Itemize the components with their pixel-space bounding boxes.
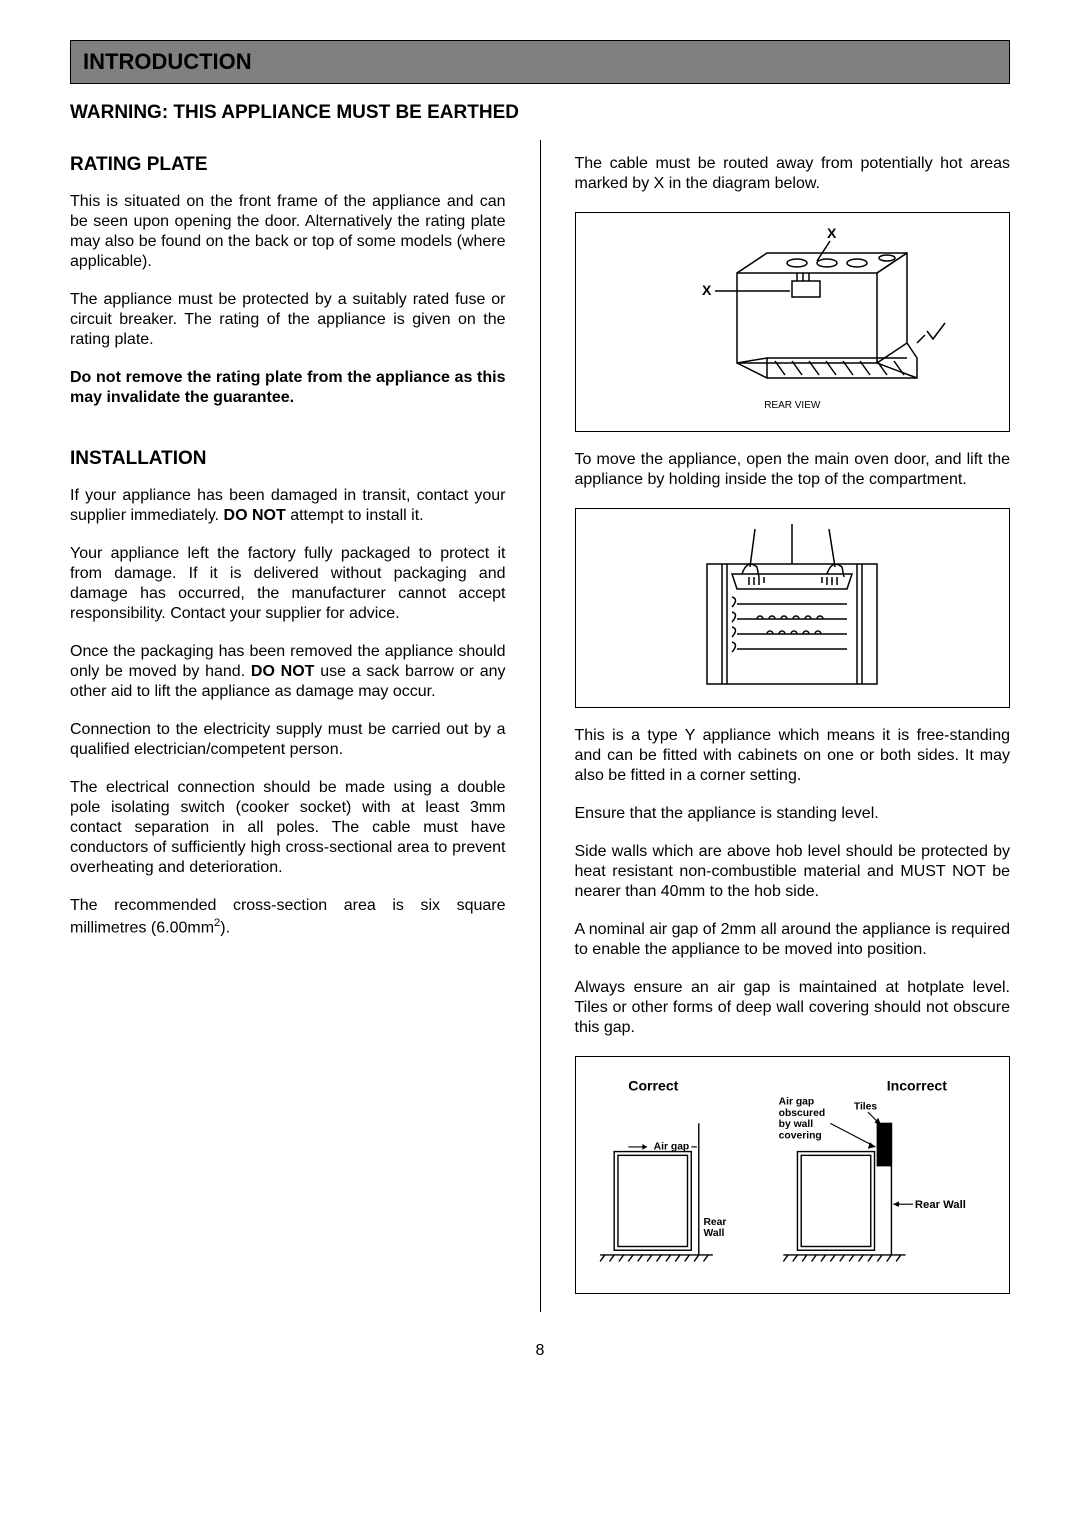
install-p6: Once the packaging has been removed the … [70,642,506,702]
rear-view-caption: REAR VIEW [576,400,1010,411]
install-p4b: DO NOT [224,507,286,524]
rating-plate-title: RATING PLATE [70,154,506,176]
lift-diagram [575,508,1011,708]
rear-wall-left-l2: Wall [703,1228,724,1239]
rear-view-diagram: X X REAR VIEW [575,212,1011,432]
column-divider [540,140,541,1312]
obscured-l2: obscured [778,1108,825,1119]
right-p4: Ensure that the appliance is standing le… [575,804,1011,824]
rating-p1: This is situated on the front frame of t… [70,192,506,272]
install-p9b: ). [220,919,230,936]
right-p3: This is a type Y appliance which means i… [575,726,1011,786]
rear-view-svg: X X [627,223,957,413]
left-column: RATING PLATE This is situated on the fro… [70,140,506,1312]
right-p6: A nominal air gap of 2mm all around the … [575,920,1011,960]
rear-wall-left-l1: Rear [703,1217,726,1228]
air-gap-label: Air gap [653,1142,689,1153]
right-p1: The cable must be routed away from poten… [575,154,1011,194]
right-column: The cable must be routed away from poten… [575,140,1011,1312]
install-p9a: The recommended cross-section area is si… [70,897,506,936]
install-p5: Your appliance left the factory fully pa… [70,544,506,624]
x-label-side: X [702,282,712,298]
rating-p3-bold: Do not remove the rating plate from the … [70,368,506,408]
tiles-label: Tiles [853,1101,877,1112]
columns-container: RATING PLATE This is situated on the fro… [70,140,1010,1312]
rating-p2: The appliance must be protected by a sui… [70,290,506,350]
obscured-l4: covering [778,1130,821,1141]
section-header-bar: INTRODUCTION [70,40,1010,84]
incorrect-label: Incorrect [886,1077,947,1093]
installation-title: INSTALLATION [70,448,506,470]
x-label-top: X [827,225,837,241]
obscured-l1: Air gap [778,1097,814,1108]
right-p2: To move the appliance, open the main ove… [575,450,1011,490]
airgap-diagram: Correct Incorrect [575,1056,1011,1294]
obscured-l3: by wall [778,1119,813,1130]
right-p7: Always ensure an air gap is maintained a… [575,978,1011,1038]
page-number: 8 [70,1342,1010,1360]
install-p4: If your appliance has been damaged in tr… [70,486,506,526]
install-p9: The recommended cross-section area is si… [70,896,506,938]
section-title: INTRODUCTION [83,49,997,75]
right-p5: Side walls which are above hob level sho… [575,842,1011,902]
rear-wall-right: Rear Wall [914,1199,965,1211]
correct-label: Correct [628,1077,678,1093]
install-p4c: attempt to install it. [286,507,424,524]
airgap-svg: Correct Incorrect [586,1067,1000,1283]
install-p6b: DO NOT [251,663,315,680]
warning-line: WARNING: THIS APPLIANCE MUST BE EARTHED [70,102,1010,124]
lift-svg [677,519,907,694]
install-p7: Connection to the electricity supply mus… [70,720,506,760]
install-p8: The electrical connection should be made… [70,778,506,878]
